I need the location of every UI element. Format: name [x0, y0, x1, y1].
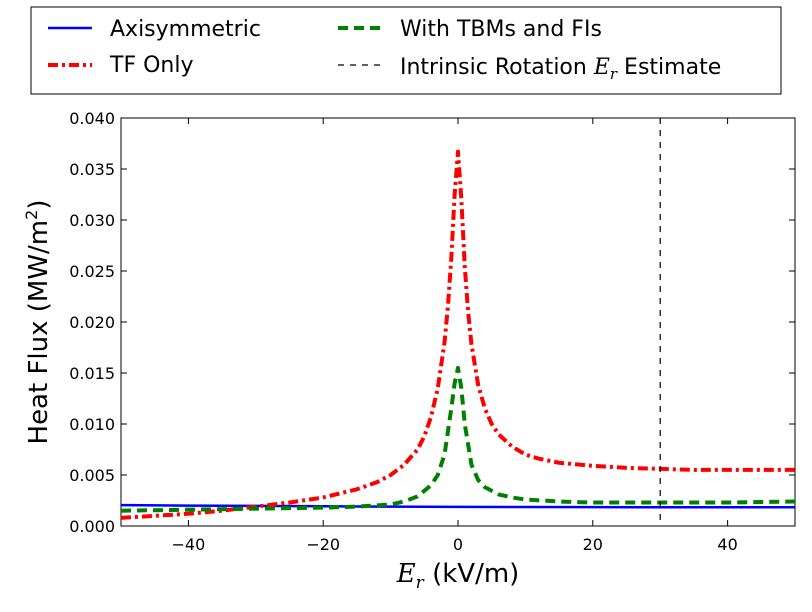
legend-label-tf-only: TF Only — [109, 53, 193, 78]
y-tick-label: 0.035 — [69, 160, 115, 179]
legend-frame — [30, 6, 782, 95]
x-tick-label: −40 — [172, 535, 206, 554]
y-axis-label-sup: 2 — [22, 210, 41, 220]
y-axis-label: Heat Flux (MW/m2) — [22, 200, 54, 445]
x-axis-label-italic: E — [396, 559, 416, 589]
plot-frame — [120, 117, 796, 527]
series-line-axisymmetric — [120, 503, 795, 509]
x-axis-label-sub: r — [416, 573, 425, 593]
legend-label-intrinsic: Intrinsic Rotation Er Estimate — [400, 55, 721, 83]
x-tick-label: 20 — [583, 535, 603, 554]
x-tick-label: −20 — [306, 535, 340, 554]
y-axis-label-main: Heat Flux (MW/m — [24, 220, 54, 445]
legend-intrinsic-prefix: Intrinsic Rotation — [400, 55, 594, 80]
y-tick-label: 0.025 — [69, 262, 115, 281]
x-tick-label: 40 — [717, 535, 737, 554]
y-tick-label: 0.005 — [69, 466, 115, 485]
y-tick-label: 0.030 — [69, 211, 115, 230]
x-axis-label-rest: (kV/m) — [424, 559, 519, 589]
series-line-with-tbms-and-fis — [120, 365, 796, 513]
legend-intrinsic-sub: r — [610, 65, 618, 83]
y-tick-label: 0.000 — [69, 517, 115, 536]
x-tick-label: 0 — [453, 535, 463, 554]
x-axis-label: Er (kV/m) — [396, 559, 520, 593]
series-layer — [120, 118, 796, 526]
legend-intrinsic-italic: E — [593, 55, 610, 80]
y-tick-label: 0.020 — [69, 313, 115, 332]
y-tick-label: 0.015 — [69, 364, 115, 383]
legend-label-axisymmetric: Axisymmetric — [110, 17, 261, 42]
series-line-tf-only — [120, 149, 795, 520]
tick-layer: −40 −20 0 20 40 0.000 0.005 0.010 0.015 0.020 0.02… — [69, 109, 795, 554]
y-tick-label: 0.010 — [69, 415, 115, 434]
legend-label-tbms-fis: With TBMs and FIs — [400, 17, 602, 42]
legend-intrinsic-suffix: Estimate — [617, 55, 721, 80]
y-axis-label-close: ) — [24, 200, 54, 210]
y-tick-label: 0.040 — [69, 109, 115, 128]
legend: Axisymmetric TF Only With TBMs and FIs I… — [30, 6, 782, 95]
